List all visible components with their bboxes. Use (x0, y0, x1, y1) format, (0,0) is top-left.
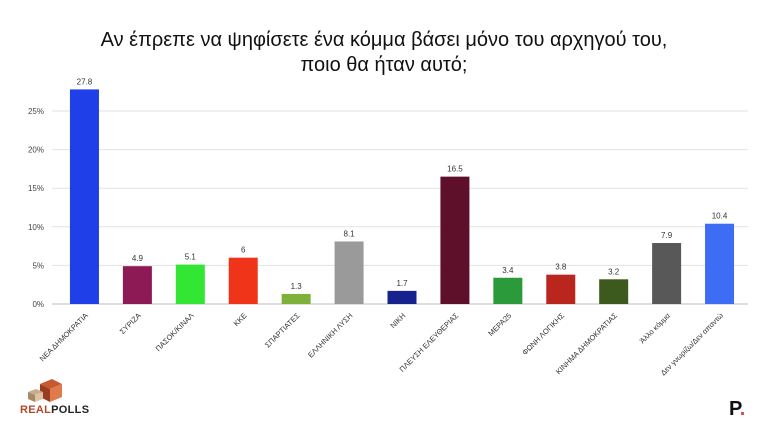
bar (493, 277, 523, 304)
bar (599, 279, 629, 304)
x-tick-label: ΜΕΡΑ25 (486, 311, 513, 338)
data-label: 5.1 (185, 253, 197, 262)
chart-title-line-1: Αν έπρεπε να ψηφίσετε ένα κόμμα βάσει μό… (100, 29, 668, 51)
bar (705, 223, 735, 304)
x-tick-label: ΚΚΕ (232, 311, 249, 328)
x-tick-label: ΠΑΣΟΚ/ΚΙΝΑΛ (154, 311, 196, 353)
chart-title-line-2: ποιο θα ήταν αυτό; (300, 54, 468, 76)
data-label: 6 (241, 246, 246, 255)
x-tick-label: ΝΙΚΗ (388, 311, 407, 330)
y-tick-label: 0% (32, 300, 44, 309)
x-tick-label: Δεν γνωρίζω/Δεν απαντώ (659, 311, 725, 377)
logo-polls: POLLS (51, 404, 90, 416)
bar (69, 89, 99, 305)
bar (281, 293, 311, 304)
x-tick-label: ΚΙΝΗΜΑ ΔΗΜΟΚΡΑΤΙΑΣ (554, 311, 619, 376)
data-label: 10.4 (712, 212, 728, 221)
bar (440, 176, 470, 304)
x-tick-label: Άλλο κόμμα (638, 311, 673, 346)
publisher-logo: P. (729, 398, 745, 421)
x-tick-label: ΣΠΑΡΤΙΑΤΕΣ (263, 311, 302, 350)
bar (334, 241, 364, 304)
y-tick-label: 20% (28, 146, 44, 155)
realpolls-logo-icon (28, 379, 62, 402)
bar (546, 274, 576, 304)
data-label: 4.9 (132, 254, 144, 263)
bar (652, 243, 682, 304)
bar (228, 257, 258, 304)
bar (122, 266, 152, 304)
x-tick-label: ΕΛΛΗΝΙΚΗ ΛΥΣΗ (306, 311, 354, 359)
x-tick-label: ΣΥΡΙΖΑ (118, 311, 143, 336)
data-label: 16.5 (447, 165, 463, 174)
data-label: 3.8 (555, 263, 567, 272)
y-tick-label: 10% (28, 223, 44, 232)
y-tick-label: 25% (28, 107, 44, 116)
y-tick-label: 5% (32, 261, 44, 270)
publisher-mark: P (729, 398, 740, 420)
publisher-dot: . (739, 398, 746, 420)
bar (387, 290, 417, 304)
bar (175, 264, 205, 304)
data-label: 1.7 (396, 279, 408, 288)
realpolls-logo-text: REALPOLLS (20, 404, 89, 416)
y-tick-label: 15% (28, 184, 44, 193)
data-label: 3.2 (608, 267, 620, 276)
x-tick-label: ΠΛΕΥΣΗ ΕΛΕΥΘΕΡΙΑΣ (398, 311, 461, 374)
x-tick-label: ΝΕΑ ΔΗΜΟΚΡΑΤΙΑ (38, 311, 90, 363)
chart-title: Αν έπρεπε να ψηφίσετε ένα κόμμα βάσει μό… (0, 28, 768, 78)
logo-real: REAL (20, 404, 52, 416)
x-tick-label: ΦΩΝΗ ΛΟΓΙΚΗΣ (520, 311, 566, 357)
data-label: 3.4 (502, 266, 514, 275)
data-label: 1.3 (291, 282, 303, 291)
data-label: 7.9 (661, 231, 673, 240)
data-label: 8.1 (344, 229, 356, 238)
data-label: 27.8 (77, 77, 93, 86)
